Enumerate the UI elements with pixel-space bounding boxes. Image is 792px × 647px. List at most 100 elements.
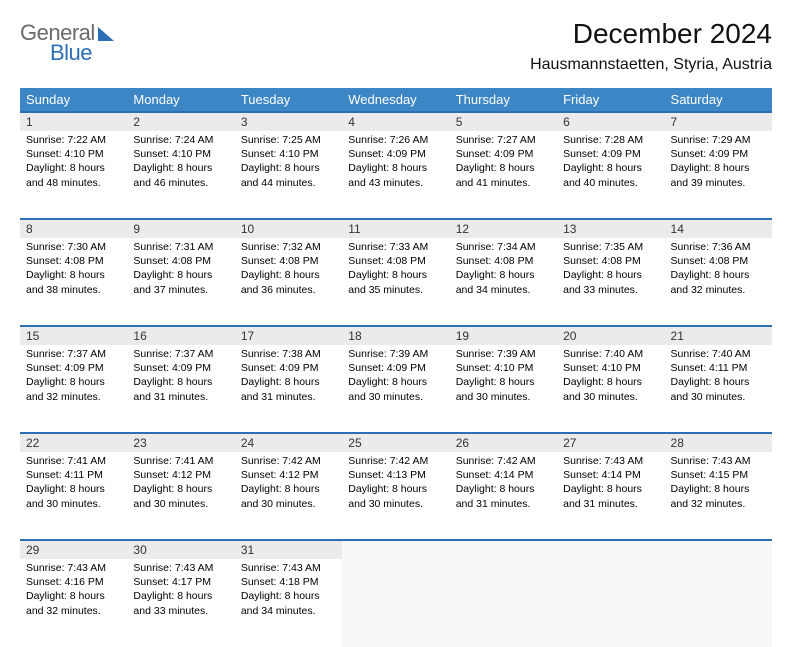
sunset-text: Sunset: 4:08 PM	[563, 254, 658, 268]
sunrise-text: Sunrise: 7:36 AM	[671, 240, 766, 254]
empty-day	[450, 559, 557, 647]
day-cell: Sunrise: 7:22 AMSunset: 4:10 PMDaylight:…	[20, 131, 127, 219]
day-number: 15	[20, 326, 127, 345]
daylight-text: Daylight: 8 hours and 33 minutes.	[563, 268, 658, 296]
daylight-text: Daylight: 8 hours and 46 minutes.	[133, 161, 228, 189]
calendar-table: Sunday Monday Tuesday Wednesday Thursday…	[20, 88, 772, 647]
day-cell: Sunrise: 7:42 AMSunset: 4:14 PMDaylight:…	[450, 452, 557, 540]
daylight-text: Daylight: 8 hours and 30 minutes.	[671, 375, 766, 403]
title-block: December 2024 Hausmannstaetten, Styria, …	[530, 18, 772, 74]
day-number-row: 1234567	[20, 112, 772, 131]
day-cell: Sunrise: 7:28 AMSunset: 4:09 PMDaylight:…	[557, 131, 664, 219]
weekday-header: Wednesday	[342, 88, 449, 112]
day-number: 23	[127, 433, 234, 452]
day-cell: Sunrise: 7:30 AMSunset: 4:08 PMDaylight:…	[20, 238, 127, 326]
day-cell: Sunrise: 7:43 AMSunset: 4:14 PMDaylight:…	[557, 452, 664, 540]
sunrise-text: Sunrise: 7:39 AM	[348, 347, 443, 361]
sunrise-text: Sunrise: 7:41 AM	[26, 454, 121, 468]
header: General Blue December 2024 Hausmannstaet…	[20, 18, 772, 74]
day-number: 27	[557, 433, 664, 452]
sunrise-text: Sunrise: 7:42 AM	[241, 454, 336, 468]
day-content-row: Sunrise: 7:37 AM Sunset: 4:09 PM Daylight:…	[20, 345, 772, 433]
day-cell: Sunrise: 7:25 AMSunset: 4:10 PMDaylight:…	[235, 131, 342, 219]
sunset-text: Sunset: 4:10 PM	[563, 361, 658, 375]
sunrise-text: Sunrise: 7:40 AM	[671, 347, 766, 361]
daylight-text: Daylight: 8 hours and 31 minutes.	[456, 482, 551, 510]
day-number-row: 891011121314	[20, 219, 772, 238]
day-content-row: Sunrise: 7:30 AMSunset: 4:08 PMDaylight:…	[20, 238, 772, 326]
day-cell: Sunrise: 7:36 AMSunset: 4:08 PMDaylight:…	[665, 238, 772, 326]
day-number: 29	[20, 540, 127, 559]
day-number: 26	[450, 433, 557, 452]
daylight-text: Daylight: 8 hours and 30 minutes.	[133, 482, 228, 510]
sunrise-text: Sunrise: 7:25 AM	[241, 133, 336, 147]
sunrise-text: Sunrise: 7:37 AM	[26, 347, 121, 361]
sunrise-text: Sunrise: 7:31 AM	[133, 240, 228, 254]
empty-day	[665, 540, 772, 559]
daylight-text: Daylight: 8 hours and 38 minutes.	[26, 268, 121, 296]
daylight-text: Daylight: 8 hours and 41 minutes.	[456, 161, 551, 189]
daylight-text: Daylight: 8 hours and 30 minutes.	[563, 375, 658, 403]
sunset-text: Sunset: 4:12 PM	[133, 468, 228, 482]
day-cell: Sunrise: 7:39 AMSunset: 4:09 PMDaylight:…	[342, 345, 449, 433]
sunset-text: Sunset: 4:08 PM	[456, 254, 551, 268]
day-content-row: Sunrise: 7:22 AMSunset: 4:10 PMDaylight:…	[20, 131, 772, 219]
daylight-text: Daylight: 8 hours and 40 minutes.	[563, 161, 658, 189]
day-number: 5	[450, 112, 557, 131]
day-number: 25	[342, 433, 449, 452]
day-number-row: 293031	[20, 540, 772, 559]
weekday-header: Friday	[557, 88, 664, 112]
sunset-text: Sunset: 4:10 PM	[133, 147, 228, 161]
daylight-text: Daylight: 8 hours and 33 minutes.	[133, 589, 228, 617]
sunrise-text: Sunrise: 7:33 AM	[348, 240, 443, 254]
day-number: 4	[342, 112, 449, 131]
day-cell: Sunrise: 7:42 AMSunset: 4:12 PMDaylight:…	[235, 452, 342, 540]
daylight-text: Daylight: 8 hours and 44 minutes.	[241, 161, 336, 189]
daylight-text: Daylight: 8 hours and 32 minutes.	[26, 375, 121, 403]
sunset-text: Sunset: 4:09 PM	[456, 147, 551, 161]
day-number: 30	[127, 540, 234, 559]
day-cell: Sunrise: 7:41 AMSunset: 4:11 PMDaylight:…	[20, 452, 127, 540]
day-number: 22	[20, 433, 127, 452]
daylight-text: Daylight: 8 hours and 30 minutes.	[26, 482, 121, 510]
daylight-text: Daylight: 8 hours and 34 minutes.	[241, 589, 336, 617]
sunset-text: Sunset: 4:16 PM	[26, 575, 121, 589]
sunset-text: Sunset: 4:09 PM	[348, 147, 443, 161]
weekday-header: Tuesday	[235, 88, 342, 112]
daylight-text: Daylight: 8 hours and 48 minutes.	[26, 161, 121, 189]
day-cell: Sunrise: 7:42 AMSunset: 4:13 PMDaylight:…	[342, 452, 449, 540]
day-number: 3	[235, 112, 342, 131]
sunset-text: Sunset: 4:14 PM	[563, 468, 658, 482]
sunset-text: Sunset: 4:11 PM	[26, 468, 121, 482]
day-number: 8	[20, 219, 127, 238]
sunset-text: Sunset: 4:09 PM	[563, 147, 658, 161]
day-cell: Sunrise: 7:37 AMSunset: 4:09 PMDaylight:…	[20, 345, 127, 433]
sunset-text: Sunset: 4:09 PM	[133, 361, 228, 375]
day-cell: Sunrise: 7:27 AMSunset: 4:09 PMDaylight:…	[450, 131, 557, 219]
page-title: December 2024	[530, 18, 772, 50]
sunrise-text: Sunrise: 7:26 AM	[348, 133, 443, 147]
day-number: 28	[665, 433, 772, 452]
daylight-text: Daylight: 8 hours and 30 minutes.	[241, 482, 336, 510]
weekday-header: Monday	[127, 88, 234, 112]
day-cell: Sunrise: 7:35 AMSunset: 4:08 PMDaylight:…	[557, 238, 664, 326]
weekday-header: Sunday	[20, 88, 127, 112]
day-cell: Sunrise: 7:37 AMSunset: 4:09 PMDaylight:…	[127, 345, 234, 433]
sunrise-text: Sunrise: 7:35 AM	[563, 240, 658, 254]
day-number: 10	[235, 219, 342, 238]
location: Hausmannstaetten, Styria, Austria	[530, 56, 772, 74]
daylight-text: Daylight: 8 hours and 32 minutes.	[671, 482, 766, 510]
empty-day	[342, 559, 449, 647]
day-number: 17	[235, 326, 342, 345]
daylight-text: Daylight: 8 hours and 32 minutes.	[671, 268, 766, 296]
daylight-text: Daylight: 8 hours and 37 minutes.	[133, 268, 228, 296]
sunset-text: Sunset: 4:09 PM	[241, 361, 336, 375]
sunrise-text: Sunrise: 7:43 AM	[671, 454, 766, 468]
sunrise-text: Sunrise: 7:30 AM	[26, 240, 121, 254]
sunset-text: Sunset: 4:08 PM	[348, 254, 443, 268]
empty-day	[665, 559, 772, 647]
sunset-text: Sunset: 4:14 PM	[456, 468, 551, 482]
sunrise-text: Sunrise: 7:43 AM	[26, 561, 121, 575]
sunrise-text: Sunrise: 7:43 AM	[133, 561, 228, 575]
daylight-text: Daylight: 8 hours and 30 minutes.	[456, 375, 551, 403]
